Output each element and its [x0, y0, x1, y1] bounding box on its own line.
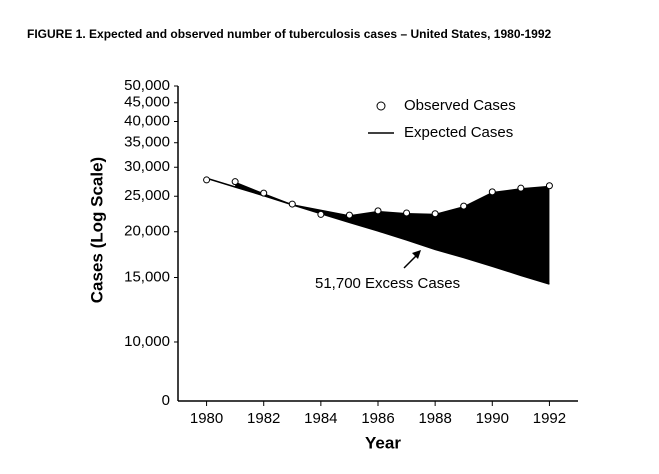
observed-point: [488, 188, 496, 196]
annotation-arrowhead: [412, 250, 421, 259]
legend-label: Expected Cases: [404, 124, 513, 141]
observed-point: [203, 176, 211, 184]
y-tick-label: 25,000: [124, 187, 170, 204]
x-tick-label: 1984: [304, 410, 337, 427]
observed-point: [231, 178, 239, 186]
observed-point: [345, 211, 353, 219]
observed-point: [403, 209, 411, 217]
observed-point: [374, 207, 382, 215]
observed-point: [431, 210, 439, 218]
y-tick-label: 15,000: [124, 268, 170, 285]
y-axis-label: Cases (Log Scale): [87, 157, 106, 303]
x-tick-label: 1992: [533, 410, 566, 427]
x-tick-label: 1986: [361, 410, 394, 427]
observed-point: [460, 202, 468, 210]
legend-symbol: [376, 101, 386, 111]
y-tick-label: 20,000: [124, 223, 170, 240]
observed-point: [288, 200, 296, 208]
observed-point: [260, 189, 268, 197]
y-tick-label: 40,000: [124, 112, 170, 129]
x-tick-label: 1990: [476, 410, 509, 427]
y-tick-label: 45,000: [124, 94, 170, 111]
y-tick-label: 50,000: [124, 77, 170, 94]
annotation: 51,700 Excess Cases: [315, 275, 460, 292]
x-axis-label: Year: [365, 433, 401, 452]
x-tick-label: 1988: [418, 410, 451, 427]
y-break-label: 0: [162, 392, 170, 409]
observed-point: [317, 210, 325, 218]
y-tick-label: 10,000: [124, 333, 170, 350]
observed-point: [545, 182, 553, 190]
x-tick-label: 1982: [247, 410, 280, 427]
observed-point: [517, 184, 525, 192]
chart-title: FIGURE 1. Expected and observed number o…: [27, 27, 552, 41]
excess-area: [235, 181, 550, 284]
y-tick-label: 35,000: [124, 134, 170, 151]
x-tick-label: 1980: [190, 410, 223, 427]
legend-label: Observed Cases: [404, 97, 516, 114]
y-tick-label: 30,000: [124, 158, 170, 175]
